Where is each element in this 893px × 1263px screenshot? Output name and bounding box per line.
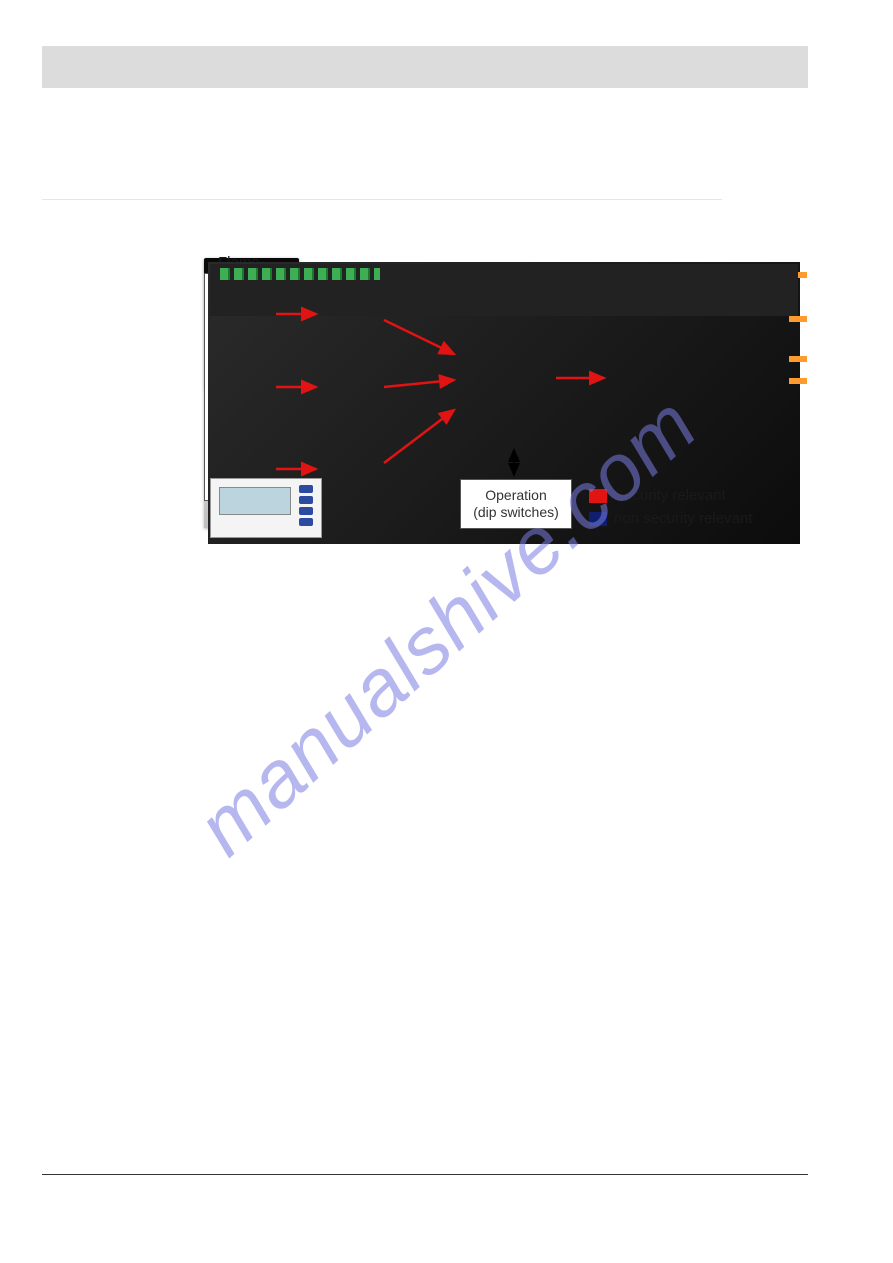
header-bar [42,46,808,88]
divider-bottom [42,1174,808,1175]
divider-top [42,199,722,200]
manual-page: Flame LDR-sensor Ionisation electrode UV… [0,0,893,1263]
system-diagram: Flame LDR-sensor Ionisation electrode UV… [204,258,804,548]
